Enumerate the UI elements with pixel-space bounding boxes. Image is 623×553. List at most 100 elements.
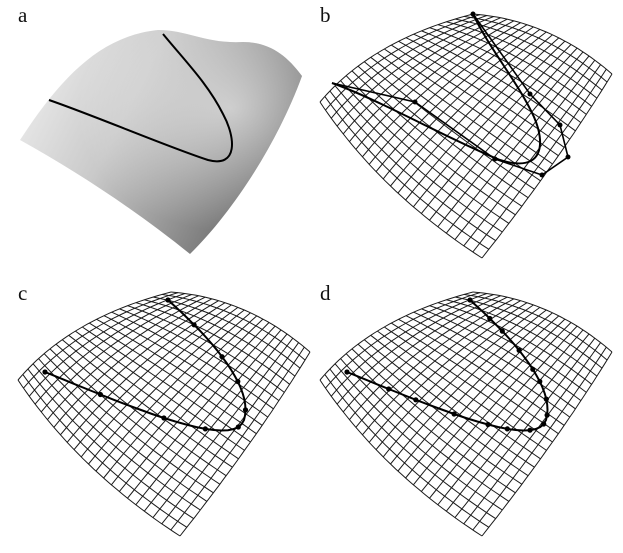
mesh-line-v (162, 343, 299, 524)
mesh-line-v (369, 25, 527, 165)
mesh-line-v (349, 297, 507, 420)
mesh-line-v (349, 19, 507, 142)
curve-point (242, 407, 249, 413)
panel-d: d (320, 281, 612, 536)
mesh-line-v (343, 296, 500, 412)
curve-point (165, 297, 171, 303)
mesh-line-u (320, 380, 482, 536)
mesh-line-v (119, 323, 269, 492)
control-point (557, 122, 563, 128)
mesh-line-v (171, 347, 304, 530)
mesh-line-v (81, 307, 238, 457)
curve-point (467, 297, 473, 303)
curve-point (487, 315, 493, 322)
curve-point (413, 397, 419, 403)
mesh-line-v (482, 74, 612, 258)
curve-point (202, 426, 208, 432)
mesh-line-v (320, 292, 473, 380)
curve-point (97, 391, 103, 398)
mesh-line-v (153, 338, 293, 517)
mesh-line-v (473, 347, 607, 530)
curve-point (42, 369, 48, 375)
curve-point (543, 396, 549, 402)
mesh-line-v (180, 352, 310, 536)
curve-point (537, 378, 543, 385)
mesh-line-v (356, 299, 514, 428)
mesh-line-u (97, 319, 263, 425)
mesh-line-v (413, 319, 565, 485)
panel-label-d: d (320, 281, 331, 305)
mesh-line-v (331, 16, 487, 119)
mesh-line-v (35, 295, 192, 405)
curve-point (235, 378, 241, 385)
mesh-line-v (398, 35, 553, 193)
mesh-line-v (136, 330, 281, 505)
curve-point (161, 415, 167, 421)
panel-label-a: a (18, 3, 28, 27)
control-polygon-line (331, 13, 569, 176)
mesh-line-v (337, 295, 494, 405)
mesh-line-v (41, 296, 198, 412)
mesh-line-v (438, 330, 583, 505)
mesh-line-v (96, 313, 251, 471)
mesh-line-v (320, 14, 473, 102)
panel-label-b: b (320, 3, 331, 27)
mesh-line-v (430, 48, 578, 220)
curve-point (344, 369, 350, 375)
mesh-line-v (464, 65, 601, 246)
mesh-surface (18, 292, 310, 536)
smooth-curve (331, 13, 542, 165)
mesh-line-u (399, 319, 564, 425)
curve-point (527, 427, 533, 433)
surface-curve (48, 33, 233, 163)
mesh-line-v (482, 352, 612, 536)
mesh-line-v (67, 303, 225, 443)
control-point (527, 91, 533, 97)
mesh-line-v (421, 323, 571, 492)
surface-curve (44, 299, 247, 432)
mesh-line-v (326, 15, 481, 111)
curve-point (530, 366, 536, 372)
surface-shaded (20, 30, 302, 254)
mesh-line-v (391, 310, 547, 464)
dotted-curve (344, 297, 550, 433)
mesh-line-v (343, 18, 500, 134)
mesh-line-v (89, 310, 245, 464)
surface-curve (346, 299, 549, 432)
curve-point (541, 421, 547, 427)
mesh-line-v (391, 32, 547, 186)
control-point (492, 156, 498, 162)
mesh-line-v (54, 299, 212, 428)
mesh-line-v (376, 305, 533, 450)
control-point (470, 11, 476, 17)
panel-label-c: c (18, 281, 27, 305)
dotted-curve (42, 297, 249, 432)
mesh-line-v (383, 307, 540, 457)
curve-point (504, 426, 510, 432)
control-polygon (331, 11, 571, 178)
mesh-surface (320, 14, 612, 258)
mesh-line-v (473, 69, 607, 252)
curve-point (516, 347, 522, 353)
mesh-line-v (326, 293, 481, 389)
mesh-line-v (464, 343, 601, 524)
mesh-surface (320, 292, 612, 536)
mesh-line-v (398, 313, 553, 471)
mesh-line-v (413, 41, 565, 207)
mesh-line-v (74, 305, 231, 450)
surface-curve (331, 13, 542, 165)
control-point (539, 172, 545, 178)
mesh-line-v (430, 326, 578, 498)
curve-point (386, 386, 392, 392)
curve-point (544, 412, 550, 418)
mesh-line-v (337, 17, 494, 127)
curve-point (451, 411, 457, 417)
mesh-line-v (362, 23, 520, 157)
mesh-line-v (111, 319, 263, 485)
mesh-line-v (24, 293, 179, 389)
mesh-line-v (47, 297, 205, 420)
curve-point (191, 322, 197, 328)
mesh-line-v (356, 21, 514, 150)
mesh-line-v (455, 60, 595, 239)
